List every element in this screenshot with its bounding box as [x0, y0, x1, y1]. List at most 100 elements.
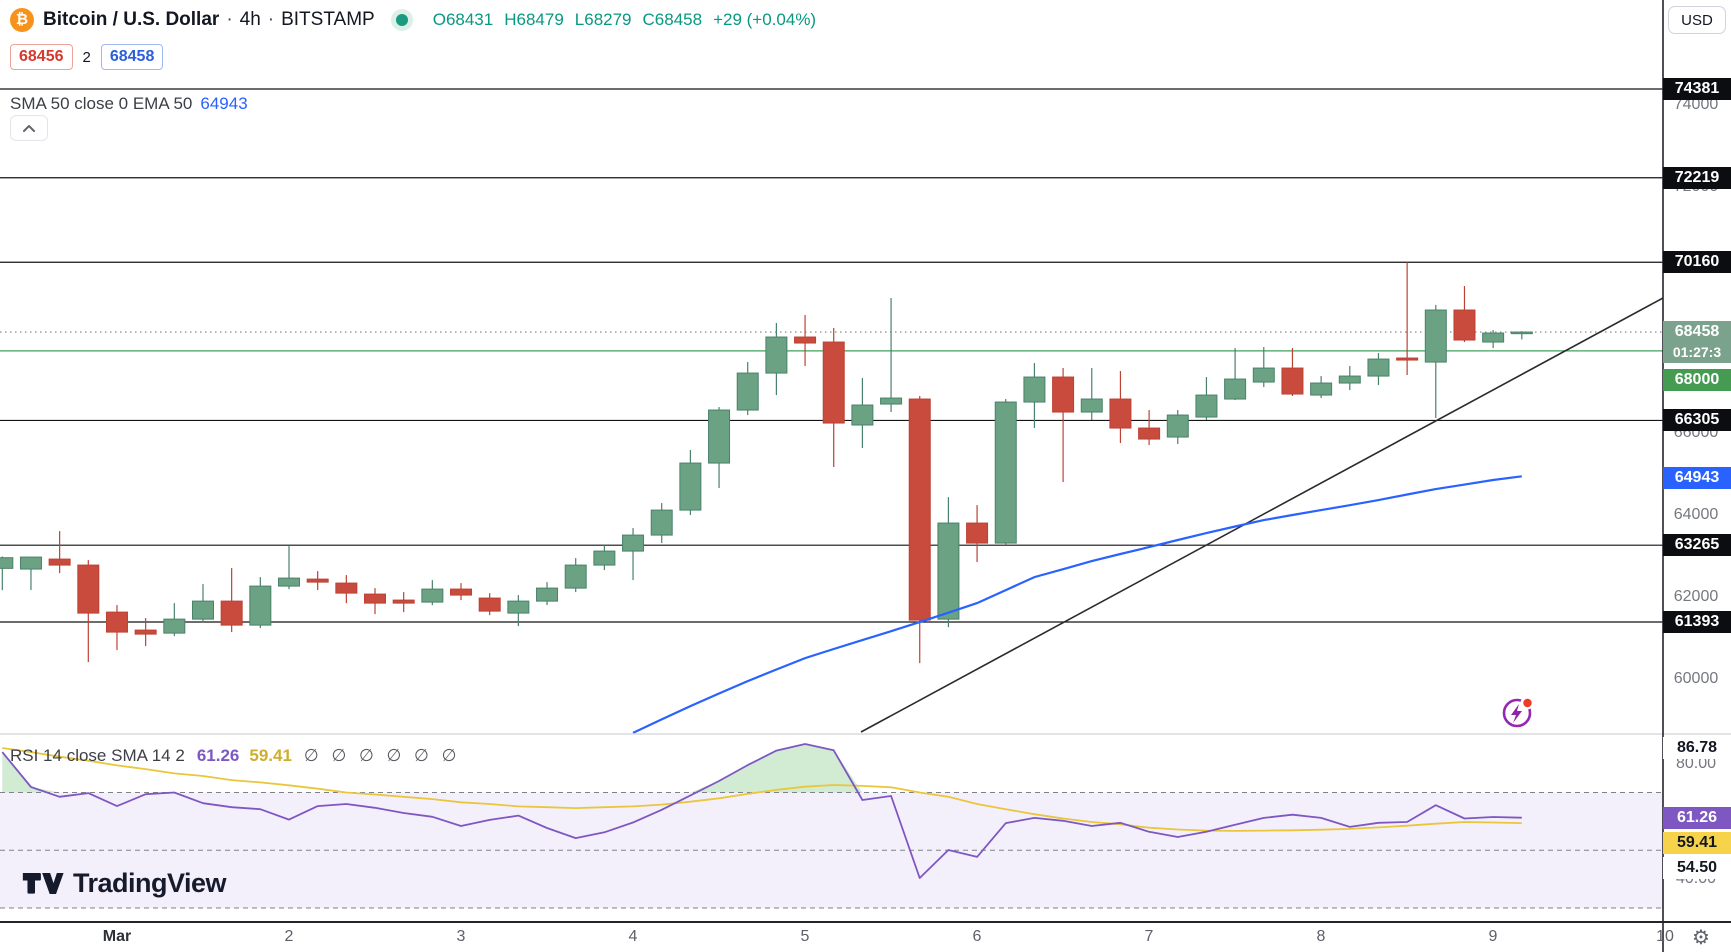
- notification-dot: [1523, 698, 1532, 708]
- change-value: +29 (+0.04%): [713, 10, 817, 29]
- axis-settings-gear-icon[interactable]: ⚙: [1692, 927, 1710, 949]
- buy-ask-button[interactable]: 68458: [100, 44, 164, 70]
- price-level-label: 63265: [1663, 534, 1731, 557]
- rsi-value: 61.26: [196, 746, 240, 765]
- candle-body: [1138, 427, 1161, 440]
- candle-body: [622, 534, 645, 552]
- high-value: H68479: [504, 10, 564, 29]
- candle-body: [593, 550, 616, 566]
- candle-body: [1052, 376, 1075, 413]
- open-value: O68431: [432, 10, 494, 29]
- candle-body: [19, 556, 42, 570]
- trendline: [860, 297, 1664, 733]
- quote-row: 68456 2 68458: [10, 43, 164, 71]
- candle-body: [1252, 367, 1275, 383]
- candle-body: [421, 588, 444, 603]
- candle-body: [1367, 358, 1390, 377]
- candle-body: [1310, 382, 1333, 396]
- price-tick-label: 64000: [1673, 506, 1719, 523]
- tradingview-mark-icon: [22, 873, 64, 894]
- candle-body: [536, 587, 559, 602]
- candle-body: [880, 397, 903, 405]
- sell-bid-button[interactable]: 68456: [10, 44, 73, 70]
- candle-body: [306, 578, 329, 583]
- candle-body: [794, 336, 817, 344]
- rsi-overbought-fill: [2, 744, 1522, 793]
- candle-body: [1166, 414, 1189, 438]
- candle-body: [564, 564, 587, 589]
- ohlc-values: O68431 H68479 L68279 C68458 +29 (+0.04%): [433, 10, 816, 30]
- candle-body: [163, 618, 186, 634]
- exchange-label: BITSTAMP: [281, 9, 375, 30]
- candle-body: [478, 597, 501, 612]
- candle-body: [1396, 357, 1419, 361]
- time-tick-label: 3: [456, 928, 466, 945]
- ma-indicator-label: SMA 50 close 0 EMA 50: [10, 94, 193, 113]
- candle-body: [507, 600, 530, 614]
- candle-body: [736, 372, 759, 411]
- price-level-label: 72219: [1663, 166, 1731, 189]
- candle-body: [134, 629, 157, 635]
- ma-indicator-legend[interactable]: SMA 50 close 0 EMA 50 64943: [10, 94, 248, 114]
- low-value: L68279: [574, 10, 632, 29]
- time-axis[interactable]: Mar 2 3 4 5 6 7 8 9 10 ⚙: [0, 922, 1731, 952]
- candle-body: [679, 462, 702, 511]
- candle-body: [650, 509, 673, 536]
- candle-body: [908, 398, 931, 621]
- candle-body: [1109, 398, 1132, 429]
- time-tick-label: 5: [800, 928, 810, 945]
- separator-dot: ·: [226, 9, 233, 30]
- candle-body: [364, 593, 387, 604]
- candle-body: [1224, 378, 1247, 400]
- time-tick-label: 10: [1656, 928, 1674, 945]
- candle-body: [765, 336, 788, 374]
- time-tick-label: 9: [1488, 928, 1498, 945]
- candle-body: [220, 600, 243, 626]
- interval-label: 4h: [239, 9, 261, 30]
- lightning-trade-icon[interactable]: [1500, 695, 1536, 731]
- time-tick-label: 2: [284, 928, 294, 945]
- time-tick-label: 6: [972, 928, 982, 945]
- spread-value: 2: [82, 48, 91, 66]
- price-axis[interactable]: USD 740007200070000680006600064000620006…: [1663, 0, 1731, 952]
- candle-body: [249, 585, 272, 626]
- rsi-indicator-label: RSI 14 close SMA 14 2: [10, 746, 185, 765]
- candle-body: [1080, 398, 1103, 413]
- symbol-title[interactable]: Bitcoin / U.S. Dollar · 4h · BITSTAMP: [43, 9, 375, 31]
- tradingview-wordmark: TradingView: [73, 868, 227, 898]
- market-status-icon[interactable]: [390, 9, 413, 31]
- candle-body: [851, 404, 874, 426]
- bar-countdown: 01:27:3: [1672, 344, 1722, 360]
- candle-body: [278, 577, 300, 587]
- time-tick-label: 4: [628, 928, 638, 945]
- candle-body: [1510, 331, 1533, 335]
- rsi-indicator-legend[interactable]: RSI 14 close SMA 14 2 61.26 59.41 ∅ ∅ ∅ …: [10, 746, 460, 766]
- rsi-value-label: 61.26: [1663, 807, 1731, 829]
- ema-value-label: 64943: [1663, 467, 1731, 489]
- candle-body: [0, 557, 14, 569]
- candle-body: [1195, 394, 1218, 418]
- candle-body: [77, 564, 100, 614]
- symbol-legend-row: ₿ Bitcoin / U.S. Dollar · 4h · BITSTAMP O684…: [10, 6, 816, 34]
- candle-body: [937, 522, 960, 620]
- last-price-label: 68458 01:27:3: [1663, 321, 1731, 363]
- ema50-line: [632, 475, 1522, 734]
- candle-body: [450, 588, 473, 596]
- rsi-value-label: 54.50: [1663, 857, 1731, 879]
- candle-body: [822, 341, 845, 424]
- candle-body: [1023, 376, 1046, 403]
- candle-body: [48, 558, 71, 566]
- symbol-name: Bitcoin / U.S. Dollar: [43, 9, 220, 30]
- last-price-value: 68458: [1674, 323, 1720, 340]
- time-tick-label: 8: [1316, 928, 1326, 945]
- candle-body: [1482, 332, 1505, 343]
- candle-body: [1424, 309, 1447, 363]
- collapse-legend-button[interactable]: [10, 115, 48, 141]
- currency-button[interactable]: USD: [1668, 6, 1726, 34]
- price-level-label: 68000: [1663, 369, 1731, 391]
- bitcoin-icon: ₿: [10, 8, 34, 32]
- price-tick-label: 62000: [1673, 588, 1719, 606]
- candle-body: [994, 401, 1017, 544]
